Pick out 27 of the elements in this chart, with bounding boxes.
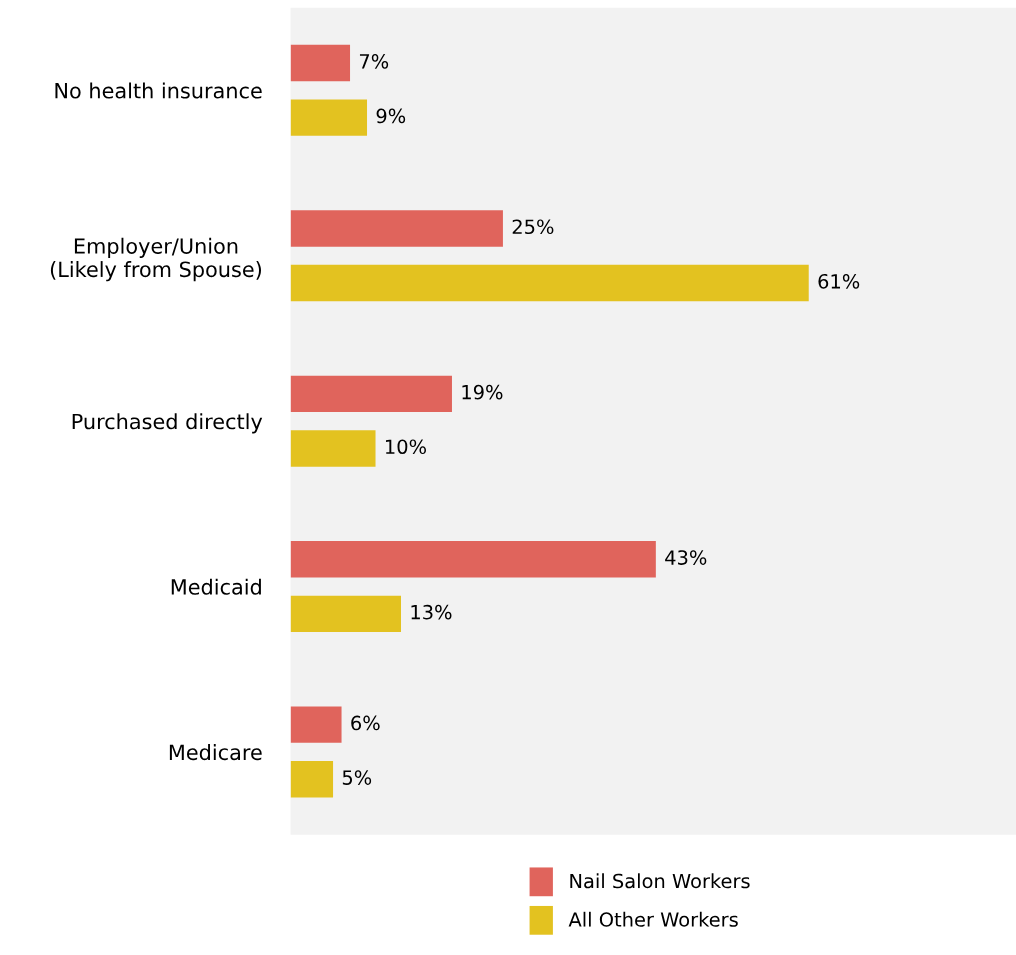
legend-label: All Other Workers	[568, 911, 738, 927]
data-label: 7%	[359, 53, 389, 69]
data-label: 61%	[818, 273, 860, 289]
data-label: 43%	[665, 550, 707, 565]
data-label: 19%	[462, 384, 503, 400]
bar	[290, 706, 342, 743]
y-tick-label: Medicare	[169, 744, 262, 761]
data-label: 9%	[376, 108, 406, 124]
bar	[290, 541, 656, 578]
bar	[290, 210, 503, 247]
data-label: 5%	[342, 770, 372, 785]
data-label: 25%	[512, 219, 554, 235]
bar	[290, 44, 351, 82]
bar	[290, 761, 334, 798]
data-label: 10%	[385, 439, 426, 455]
bar	[290, 375, 452, 413]
bar	[290, 99, 368, 136]
bar	[290, 595, 401, 633]
y-tick-label: Employer/Union (Likely from Spouse)	[50, 237, 261, 282]
y-tick-label: Purchased directly	[72, 413, 263, 434]
y-tick-label: Medicaid	[171, 578, 261, 595]
y-tick-label: No health insurance	[55, 82, 262, 99]
data-label: 13%	[411, 604, 452, 620]
data-label: 6%	[351, 715, 380, 731]
bar	[290, 430, 376, 467]
bar	[290, 264, 809, 302]
legend-label: Nail Salon Workers	[570, 873, 750, 889]
